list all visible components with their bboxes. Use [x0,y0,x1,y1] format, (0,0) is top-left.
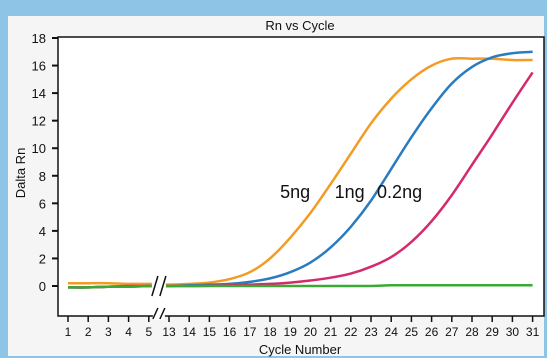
series-label: 1ng [335,182,365,202]
x-tick-label: 18 [263,325,277,339]
y-axis-ticks: 0 2 4 6 8 10 12 14 16 18 [32,31,58,294]
axis-break-slash [151,275,159,297]
axis-break-slash [159,307,166,320]
y-tick-label: 18 [32,31,46,46]
x-tick-label: 13 [162,325,176,339]
series-label: 0.2ng [377,182,422,202]
y-tick-label: 2 [39,251,46,266]
axis-break-slash [159,275,167,297]
x-tick-label: 5 [145,325,152,339]
series-label: 5ng [280,182,310,202]
x-tick-label: 28 [465,325,479,339]
x-tick-label: 19 [284,325,298,339]
series-lines [67,50,534,289]
x-tick-label: 23 [364,325,378,339]
x-axis-label: Cycle Number [259,342,342,357]
series-line-5ng [67,56,533,286]
x-tick-label: 27 [445,325,459,339]
x-tick-label: 14 [183,325,197,339]
chart-title: Rn vs Cycle [265,18,334,33]
x-tick-label: 4 [125,325,132,339]
x-tick-label: 2 [85,325,92,339]
y-axis-label: Dalta Rn [13,148,28,199]
y-tick-label: 8 [39,169,46,184]
x-tick-label: 26 [425,325,439,339]
x-axis-ticks: 1 2 3 4 5 13 14 15 16 17 18 19 20 21 22 23 24 25 26 27 28 29 3… [65,316,540,339]
x-tick-label: 3 [105,325,112,339]
x-tick-label: 25 [405,325,419,339]
x-tick-label: 22 [344,325,358,339]
x-tick-label: 24 [385,325,399,339]
axis-break-slash [152,307,159,320]
axis-break [151,275,167,320]
x-tick-label: 15 [203,325,217,339]
plot-area [57,36,545,317]
series-line-baseline [67,284,533,289]
y-tick-label: 10 [32,141,46,156]
x-tick-label: 1 [65,325,72,339]
y-tick-label: 4 [39,224,46,239]
x-tick-label: 16 [223,325,237,339]
x-tick-label: 21 [324,325,338,339]
x-tick-label: 29 [486,325,500,339]
x-tick-label: 31 [526,325,540,339]
x-tick-label: 20 [304,325,318,339]
y-tick-label: 14 [32,86,46,101]
y-tick-label: 6 [39,196,46,211]
y-tick-label: 12 [32,114,46,129]
x-tick-label: 17 [243,325,257,339]
y-tick-label: 16 [32,59,46,74]
y-tick-label: 0 [39,279,46,294]
x-tick-label: 30 [506,325,520,339]
axis-break-gap [151,276,166,296]
series-labels: 5ng 1ng 0.2ng [280,182,422,202]
